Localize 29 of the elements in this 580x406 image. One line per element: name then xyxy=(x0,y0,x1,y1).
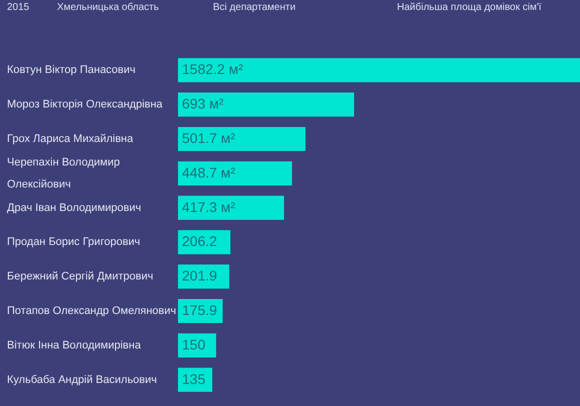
text: Хмельницька область xyxy=(57,2,159,13)
bar xyxy=(178,92,354,117)
text: Найбільша площа домівок сім'ї xyxy=(397,2,542,13)
data-label: 150 xyxy=(182,336,206,352)
data-label: 501.7 м² xyxy=(182,130,236,146)
bar xyxy=(178,126,306,152)
data-label: 175.9 xyxy=(182,302,218,318)
y-tick-label: Мороз Вікторія Олександрівна xyxy=(7,98,164,111)
data-label: 417.3 м² xyxy=(182,198,236,215)
text: 2015 xyxy=(7,2,30,13)
data-label: 135 xyxy=(182,370,206,387)
y-tick-label: Ковтун Віктор Панасович xyxy=(7,64,136,76)
y-tick-label: Продан Борис Григорович xyxy=(7,236,140,248)
bar xyxy=(178,196,284,220)
data-label: 693 м² xyxy=(182,96,224,112)
data-label: 448.7 м² xyxy=(182,164,236,180)
data-label: 206.2 xyxy=(182,233,218,250)
category-label: Черепахін Володимир Олексійович xyxy=(7,156,120,190)
y-tick-label: Вітюк Інна Володимирівна xyxy=(7,339,142,352)
data-label: 201.9 xyxy=(182,268,218,284)
y-tick-label: Бережний Сергій Дмитрович xyxy=(7,270,154,283)
data-label: 1582.2 м² xyxy=(182,61,244,78)
y-tick-label: Грох Лариса Михайлівна xyxy=(7,133,134,145)
text: Всі департаменти xyxy=(213,2,296,13)
y-tick-label: Потапов Олександр Омелянович xyxy=(7,305,176,317)
y-tick-label: Кульбаба Андрій Васильович xyxy=(7,374,157,386)
bar xyxy=(178,58,580,82)
y-tick-label: Драч Іван Володимирович xyxy=(7,202,142,214)
bar xyxy=(178,161,292,186)
